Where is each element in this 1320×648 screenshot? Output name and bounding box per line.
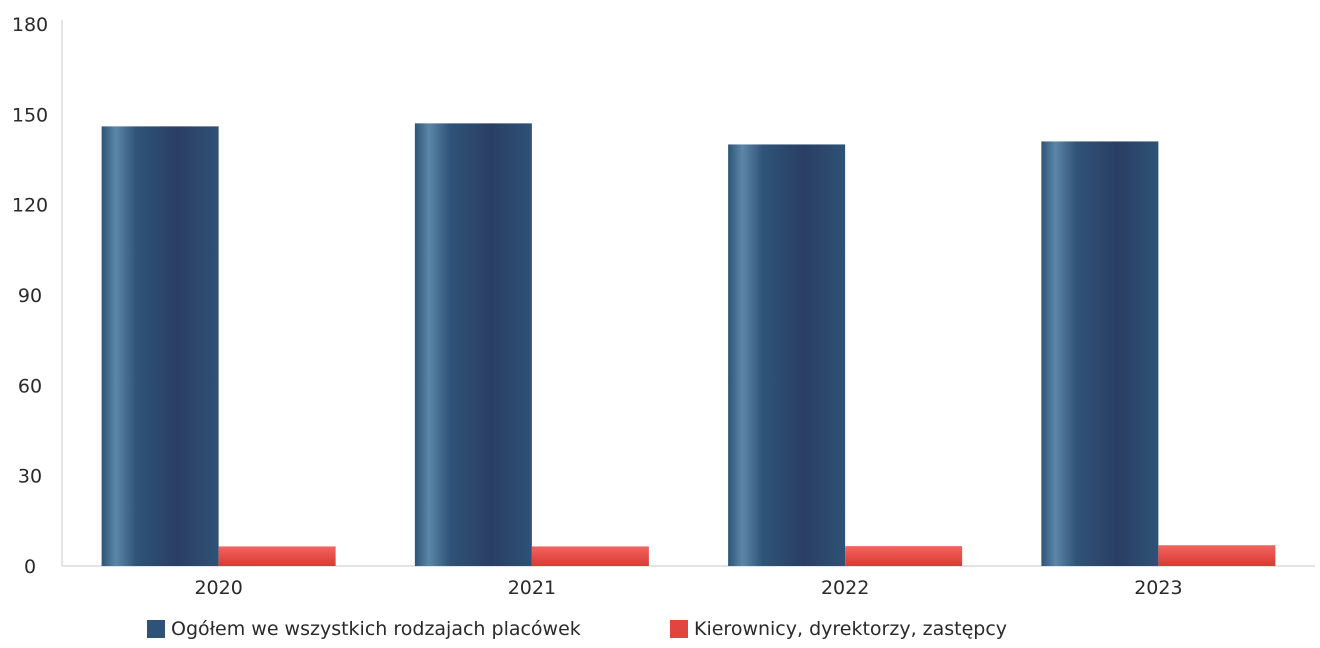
bar-kierownicy-2023 xyxy=(1158,545,1276,566)
y-tick-label: 120 xyxy=(12,195,48,217)
bar-ogolem-2023 xyxy=(1041,141,1159,566)
legend-item-series-0: Ogółem we wszystkich rodzajach placówek xyxy=(147,618,581,640)
bar-ogolem-2021 xyxy=(414,123,532,566)
y-tick-label: 30 xyxy=(18,466,42,488)
bar-kierownicy-2022 xyxy=(845,546,963,566)
legend-item-series-1: Kierownicy, dyrektorzy, zastępcy xyxy=(670,618,1007,640)
legend: Ogółem we wszystkich rodzajach placówek … xyxy=(0,618,1320,648)
x-tick-label: 2023 xyxy=(1134,577,1182,599)
y-tick-label: 0 xyxy=(24,556,36,578)
bar-chart: 2020 2021 2022 2023 0 30 60 90 120 150 180 xyxy=(12,14,1315,599)
legend-label-series-0: Ogółem we wszystkich rodzajach placówek xyxy=(171,618,581,640)
bar-kierownicy-2020 xyxy=(218,546,336,566)
bars xyxy=(101,123,1276,566)
x-tick-label: 2022 xyxy=(821,577,869,599)
x-tick-labels: 2020 2021 2022 2023 xyxy=(194,577,1182,599)
x-tick-label: 2020 xyxy=(194,577,242,599)
bar-ogolem-2020 xyxy=(101,126,219,566)
y-tick-label: 150 xyxy=(12,104,48,126)
legend-label-series-1: Kierownicy, dyrektorzy, zastępcy xyxy=(694,618,1008,640)
y-tick-label: 90 xyxy=(18,285,42,307)
bar-kierownicy-2021 xyxy=(531,546,649,566)
y-tick-label: 180 xyxy=(12,14,48,36)
y-tick-label: 60 xyxy=(18,375,42,397)
legend-swatch-series-1 xyxy=(670,620,688,638)
x-tick-label: 2021 xyxy=(508,577,556,599)
y-tick-labels: 0 30 60 90 120 150 180 xyxy=(12,14,48,578)
legend-swatch-series-0 xyxy=(147,620,165,638)
bar-ogolem-2022 xyxy=(728,144,846,566)
